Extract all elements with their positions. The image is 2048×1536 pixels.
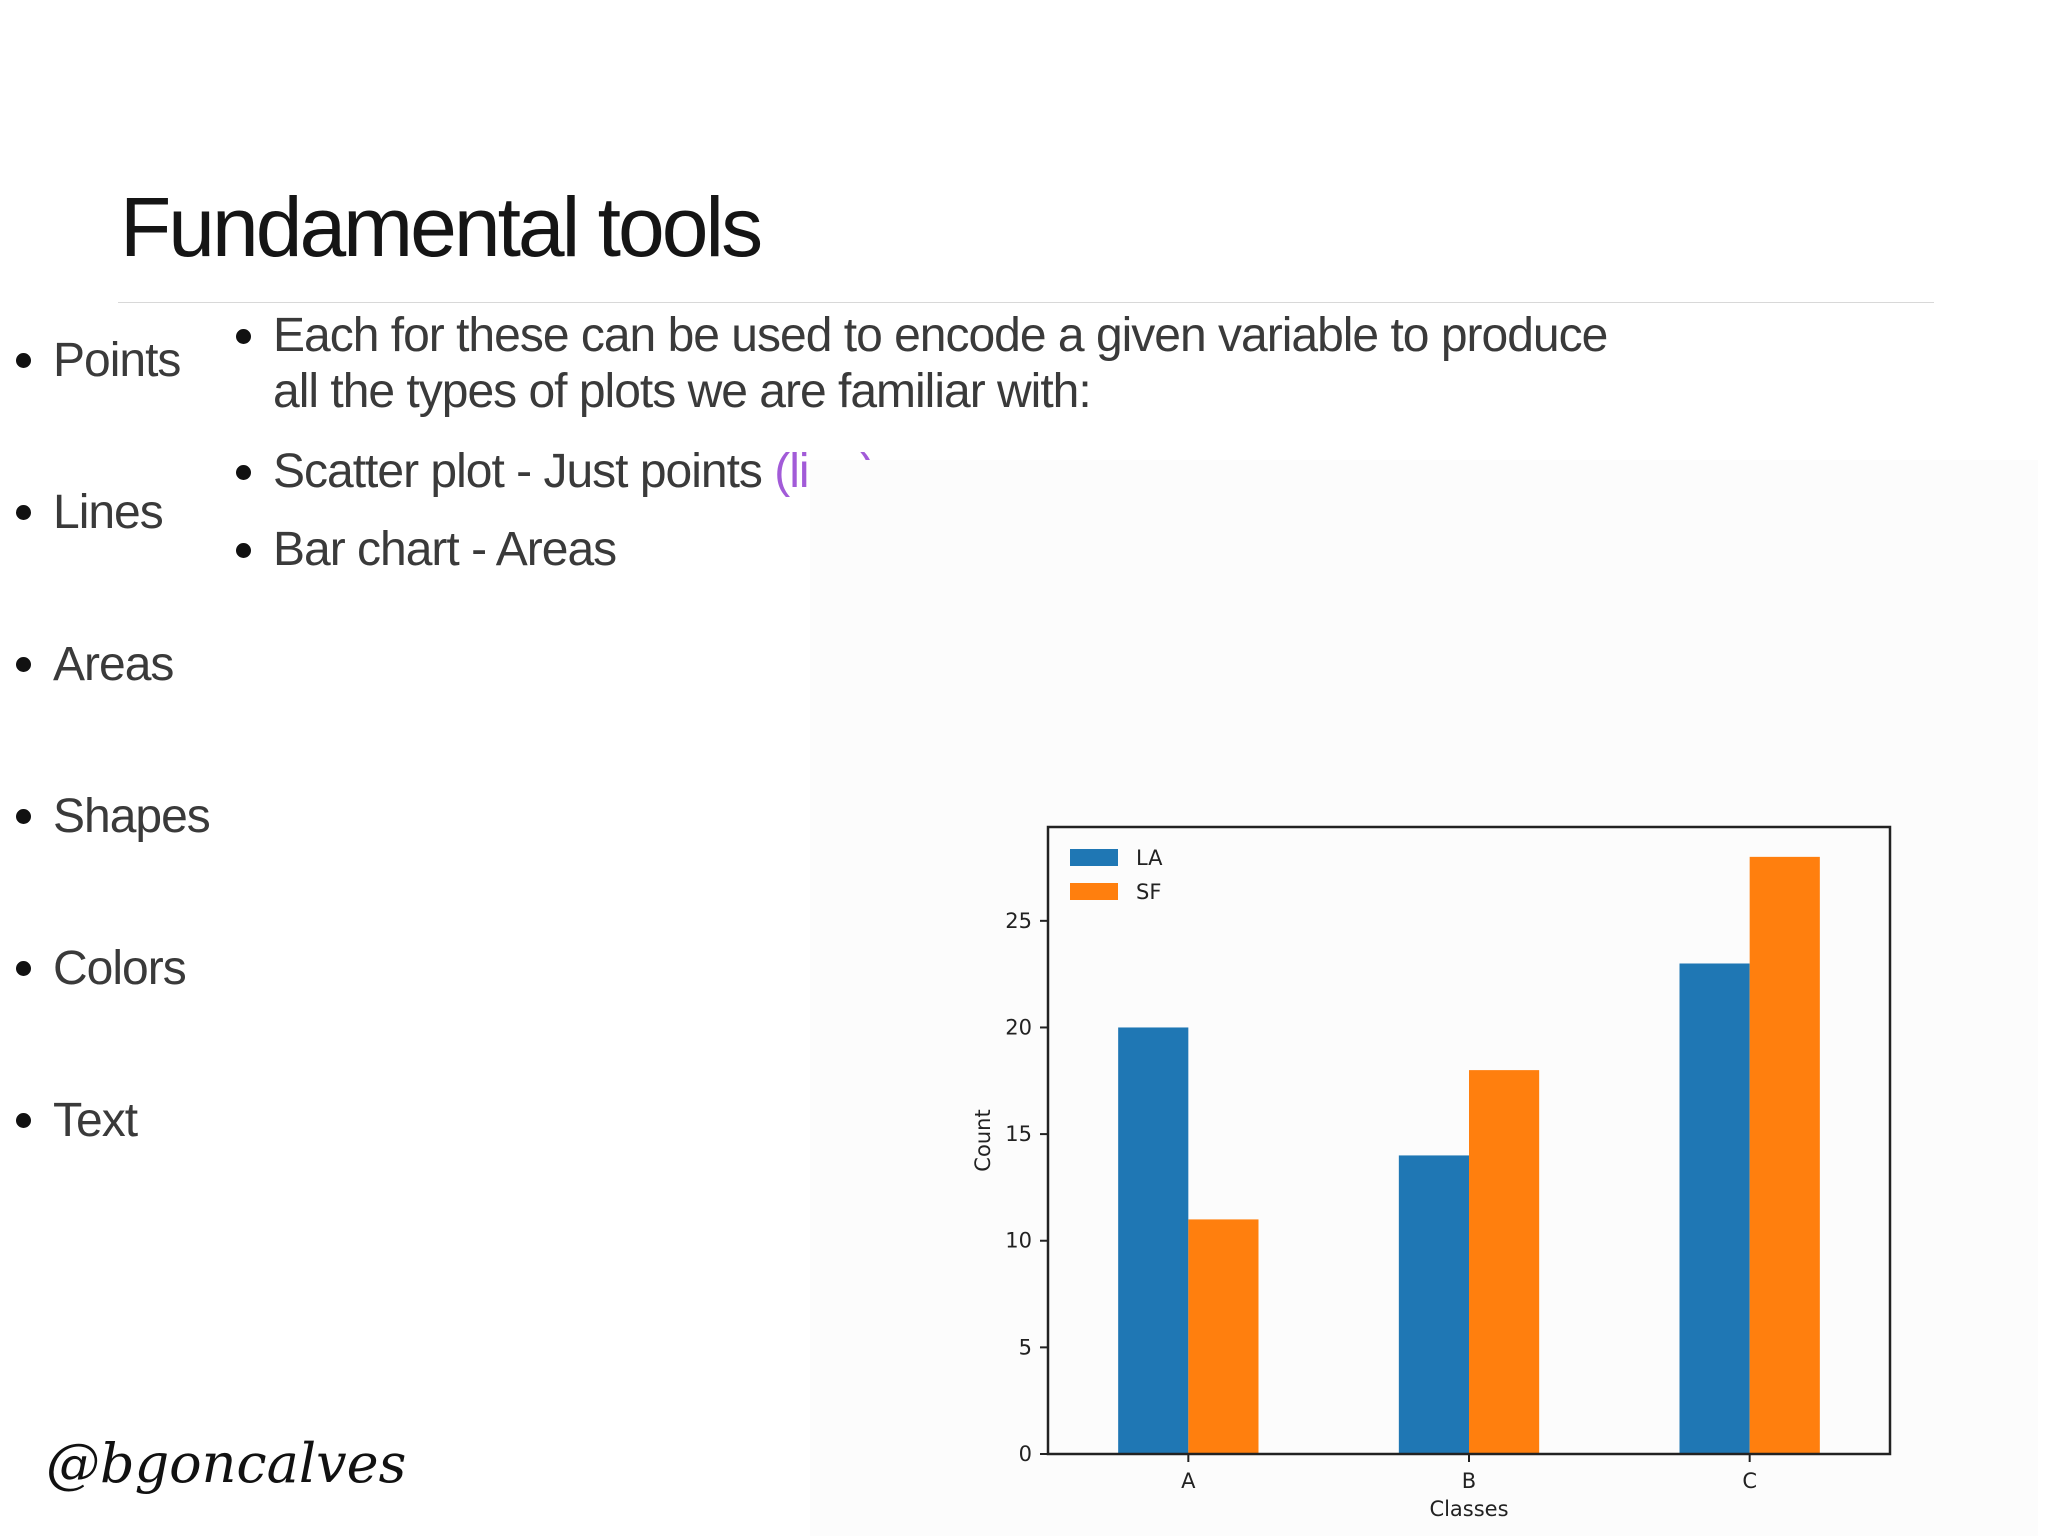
tool-item-shapes: Shapes	[16, 786, 211, 846]
tool-label: Text	[53, 1093, 138, 1147]
legend-swatch-sf	[1070, 883, 1118, 900]
bar-sf-b	[1469, 1070, 1540, 1454]
y-tick-label: 15	[1005, 1122, 1032, 1146]
tool-label: Areas	[53, 637, 174, 691]
author-signature: @bgoncalves	[46, 1432, 407, 1495]
bar-chart: A B C 0 5 10 15 20 25 Classes Count LA SF	[971, 825, 1892, 1521]
tool-label: Points	[53, 333, 181, 387]
tool-label: Lines	[53, 485, 164, 539]
intro-line-1: Each for these can be used to encode a g…	[273, 309, 1608, 362]
y-tick-label: 10	[1005, 1229, 1032, 1253]
legend-label-sf: SF	[1136, 880, 1161, 904]
bar-la-b	[1398, 1155, 1469, 1454]
bullet-icon	[16, 504, 31, 520]
bullet-icon	[16, 352, 31, 368]
title-divider	[118, 302, 1934, 303]
x-axis-label: Classes	[1429, 1497, 1508, 1521]
intro-line-2: all the types of plots we are familiar w…	[273, 365, 1092, 418]
tool-label: Shapes	[53, 789, 211, 843]
slide-title: Fundamental tools	[120, 180, 763, 274]
scatter-text: Scatter plot - Just points	[273, 445, 775, 498]
legend-swatch-la	[1070, 849, 1118, 866]
detail-item-bar: Bar chart - Areas	[236, 522, 617, 578]
legend-label-la: LA	[1136, 846, 1163, 870]
bullet-icon	[236, 543, 251, 558]
tool-label: Colors	[53, 941, 187, 995]
bar-sf-a	[1188, 1219, 1259, 1454]
bar-la-c	[1679, 963, 1750, 1454]
y-axis-label: Count	[971, 1109, 995, 1171]
bar-text: Bar chart - Areas	[273, 523, 617, 576]
x-tick-label: B	[1462, 1469, 1476, 1493]
tool-item-points: Points	[16, 330, 181, 390]
bullet-icon	[16, 808, 31, 824]
bullet-icon	[236, 329, 251, 344]
y-tick-label: 5	[1019, 1335, 1032, 1359]
bullet-icon	[16, 960, 31, 976]
tool-item-text: Text	[16, 1090, 138, 1150]
tool-item-lines: Lines	[16, 482, 164, 542]
tool-item-colors: Colors	[16, 938, 187, 998]
bullet-icon	[236, 465, 251, 480]
bar-sf-c	[1749, 856, 1820, 1454]
y-tick-label: 25	[1005, 909, 1032, 933]
x-tick-label: C	[1742, 1469, 1757, 1493]
bullet-icon	[16, 656, 31, 672]
detail-item-intro: Each for these can be used to encode a g…	[236, 308, 1608, 420]
tool-item-areas: Areas	[16, 634, 174, 694]
chart-panel: A B C 0 5 10 15 20 25 Classes Count LA SF	[810, 460, 2038, 1536]
y-tick-label: 20	[1005, 1015, 1032, 1039]
x-tick-label: A	[1181, 1469, 1196, 1493]
detail-item-scatter: Scatter plot - Just points (line)	[236, 444, 876, 500]
bar-la-a	[1118, 1027, 1189, 1454]
plot-frame	[1046, 825, 1892, 1456]
y-tick-label: 0	[1019, 1442, 1032, 1466]
bullet-icon	[16, 1112, 31, 1128]
